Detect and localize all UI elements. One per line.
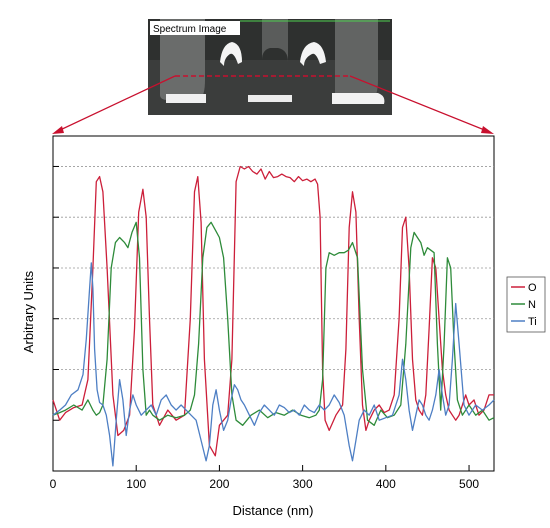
legend: ON Ti [506, 276, 546, 333]
inset-bright-feature [300, 42, 326, 66]
x-tick-label: 0 [50, 477, 57, 491]
x-tick-label: 100 [126, 477, 146, 491]
spectrum-image-inset: Spectrum Image [148, 19, 392, 115]
inset-bright-feature [248, 95, 292, 102]
inset-label: Spectrum Image [153, 24, 227, 35]
callout-arrow-right [349, 75, 488, 132]
x-axis-ticks: 0 100 200 300 400 500 [50, 465, 479, 491]
plot-frame [52, 135, 495, 472]
legend-label-o: O [528, 282, 537, 294]
x-axis-label: Distance (nm) [233, 503, 314, 518]
inset-bright-feature [166, 94, 206, 103]
inset-label-box [150, 21, 240, 35]
x-tick-label: 400 [376, 477, 396, 491]
callout-arrows [52, 75, 494, 134]
legend-label-ti: Ti [528, 316, 537, 328]
inset-fin [262, 19, 288, 62]
inset-bright-feature [220, 42, 242, 66]
inset-fin [335, 19, 378, 100]
inset-bright-feature [332, 93, 385, 104]
callout-arrowhead-right [481, 126, 494, 134]
y-axis-ticks [53, 165, 59, 421]
x-tick-label: 500 [459, 477, 479, 491]
inset-fin [160, 19, 205, 100]
legend-label-n: N [528, 299, 536, 311]
series-line-n [52, 221, 495, 426]
series-line-o [52, 165, 494, 457]
grid [53, 166, 494, 370]
x-tick-label: 200 [209, 477, 229, 491]
plot-area: 0 100 200 300 400 500 [50, 135, 495, 491]
series-line-ti [52, 262, 495, 467]
callout-arrowhead-left [52, 126, 64, 134]
series-lines [52, 165, 495, 467]
y-axis-label: Arbitrary Units [21, 270, 36, 353]
x-tick-label: 300 [293, 477, 313, 491]
callout-arrow-left [57, 75, 176, 132]
